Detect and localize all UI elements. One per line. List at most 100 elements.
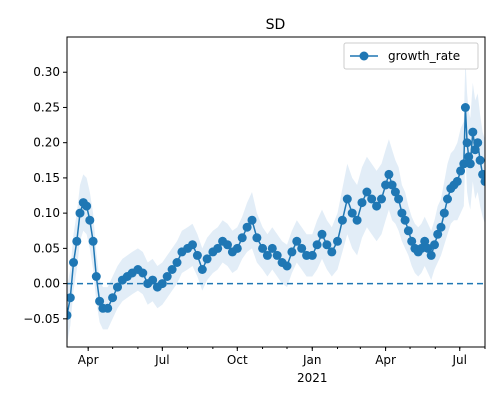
legend-label: growth_rate [388,49,460,63]
data-point [478,169,485,179]
data-point [327,247,337,257]
data-point [75,208,85,218]
data-point [465,159,475,169]
data-point [372,201,382,211]
confidence-band-0 [67,58,485,344]
x-year-label: 2021 [297,371,328,385]
data-point [252,233,262,243]
y-tick-label: 0.05 [33,241,60,255]
data-point [390,187,400,197]
data-point [342,194,352,204]
data-point [67,293,75,303]
data-point [460,103,470,112]
data-point [237,233,247,243]
data-point [282,261,292,271]
data-point [473,138,483,148]
data-point [407,236,417,246]
data-point [88,236,98,246]
data-point [443,194,452,204]
data-point [337,215,347,225]
data-point [387,180,397,190]
data-point [384,169,394,179]
data-point [394,194,404,204]
data-point [426,250,436,260]
data-point [436,222,446,232]
data-point [232,243,242,253]
data-point [433,229,443,239]
confidence-band-layer [67,58,485,344]
data-point [420,236,430,246]
data-point [312,240,322,250]
y-tick-label: 0.10 [33,206,60,220]
data-point [197,265,207,274]
data-point [202,254,212,264]
data-point [403,226,413,236]
x-tick-label: Oct [227,353,248,367]
series-marker-layer [67,103,485,320]
data-point [381,180,391,190]
data-point [377,194,386,204]
x-tick-label: Jan [302,353,322,367]
data-point [347,208,357,218]
x-tick-label: Apr [78,353,99,367]
y-axis: −0.05 0.00 0.05 0.10 0.15 0.20 0.25 0.30 [23,65,67,326]
data-point [108,293,118,303]
data-point [439,208,449,218]
legend: growth_rate [343,42,479,70]
data-point [287,247,297,257]
data-point [95,296,105,306]
data-point [85,215,95,225]
data-point [67,310,72,320]
data-point [464,152,474,162]
data-point [272,250,282,260]
data-point [462,138,472,148]
x-tick-label: Jul [154,353,169,367]
data-point [400,215,410,225]
data-point [357,198,367,208]
x-tick-label: Jul [451,353,466,367]
data-point [247,215,257,225]
data-point [397,208,407,218]
legend-marker-swatch [359,51,369,61]
data-point [82,201,92,211]
data-point [470,145,480,155]
y-tick-label: 0.15 [33,171,60,185]
data-point [242,222,252,232]
data-point [317,229,327,239]
data-point [367,194,377,204]
data-point [103,303,113,313]
data-point [172,258,182,267]
data-point [267,243,277,253]
data-point [148,275,158,285]
data-point [167,265,177,274]
data-point [459,159,469,169]
chart-title: SD [266,17,286,33]
legend-box [343,42,479,70]
data-point [456,166,466,176]
data-point [258,243,268,253]
y-tick-label: 0.25 [33,100,60,114]
data-point [292,236,302,246]
data-point [352,215,362,225]
data-point [322,240,332,250]
data-point [223,240,232,250]
data-point [297,243,307,253]
y-tick-label: −0.05 [23,312,60,326]
data-point [333,236,342,246]
data-point [192,250,202,260]
data-point [188,240,197,250]
data-point [480,176,485,186]
data-point [72,236,82,246]
data-point [468,127,478,137]
x-tick-label: Apr [375,353,396,367]
x-axis: Apr Jul Oct Jan Apr Jul 2021 [78,347,486,385]
data-point [113,282,122,292]
data-point [452,176,462,186]
y-tick-label: 0.30 [33,65,60,79]
data-point [307,250,317,260]
data-point [69,258,78,267]
data-point [138,268,148,278]
y-tick-label: 0.00 [33,277,60,291]
plot-frame [66,36,486,348]
